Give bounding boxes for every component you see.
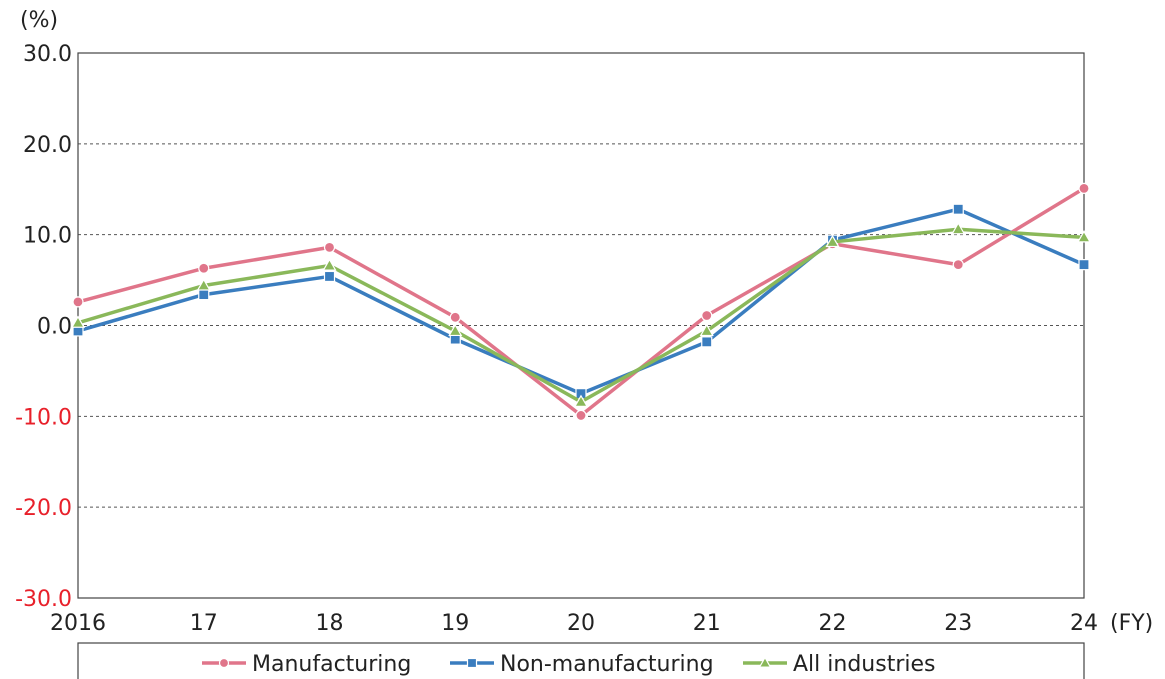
- series-manufacturing: [72, 182, 1090, 422]
- y-tick-label: 0.0: [37, 315, 72, 340]
- data-point: [198, 289, 210, 301]
- data-point: [1078, 182, 1090, 194]
- x-axis: 2016 17 18 19 20 21 22 23 24: [50, 611, 1098, 636]
- series-line: [77, 186, 1085, 418]
- data-point: [701, 336, 713, 348]
- legend-label: All industries: [793, 652, 935, 677]
- data-point: [1078, 259, 1090, 271]
- data-point: [323, 270, 336, 283]
- data-point: [952, 203, 964, 215]
- x-tick-label: 21: [693, 611, 721, 636]
- x-tick-label: 18: [316, 611, 344, 636]
- x-tick-label: 20: [567, 611, 595, 636]
- x-tick-label: 24: [1070, 611, 1098, 636]
- legend-label: Manufacturing: [252, 652, 411, 677]
- data-point: [196, 278, 211, 291]
- data-point: [699, 323, 714, 337]
- legend-label: Non-manufacturing: [500, 652, 714, 677]
- data-point: [218, 657, 230, 669]
- series-line: [77, 227, 1085, 404]
- data-point: [448, 323, 463, 337]
- data-point: [952, 259, 964, 271]
- y-tick-label: -10.0: [15, 405, 72, 430]
- legend: Manufacturing Non-manufacturing All indust…: [77, 642, 1085, 679]
- data-point: [758, 656, 772, 668]
- data-point: [466, 657, 478, 669]
- y-axis: 30.0 20.0 10.0 0.0 -10.0 -20.0 -30.0: [15, 42, 72, 612]
- x-tick-label: 17: [190, 611, 218, 636]
- data-point: [951, 222, 966, 235]
- y-tick-label: -30.0: [15, 587, 72, 612]
- x-tick-label: 19: [441, 611, 469, 636]
- data-point: [70, 315, 86, 328]
- data-point: [701, 309, 713, 322]
- legend-box: [77, 642, 1085, 679]
- data-point: [825, 234, 840, 248]
- series-group: [70, 182, 1092, 422]
- y-tick-label: 10.0: [23, 224, 72, 249]
- data-point: [323, 241, 336, 253]
- data-point: [72, 296, 84, 308]
- series-all-industries: [70, 222, 1092, 407]
- data-point: [198, 262, 210, 274]
- y-unit-label: (%): [20, 8, 58, 33]
- series-non-manufacturing: [72, 203, 1090, 400]
- data-point: [573, 394, 589, 407]
- x-unit-label: (FY): [1110, 611, 1153, 636]
- y-tick-label: -20.0: [15, 496, 72, 521]
- x-tick-label: 22: [819, 611, 847, 636]
- y-tick-label: 30.0: [23, 42, 72, 67]
- x-tick-label: 23: [944, 611, 972, 636]
- data-point: [1076, 230, 1092, 243]
- series-line: [77, 207, 1085, 396]
- data-point: [322, 258, 337, 271]
- data-point: [575, 409, 587, 422]
- y-tick-label: 20.0: [23, 133, 72, 158]
- data-point: [449, 311, 461, 323]
- x-tick-label: 2016: [50, 611, 106, 636]
